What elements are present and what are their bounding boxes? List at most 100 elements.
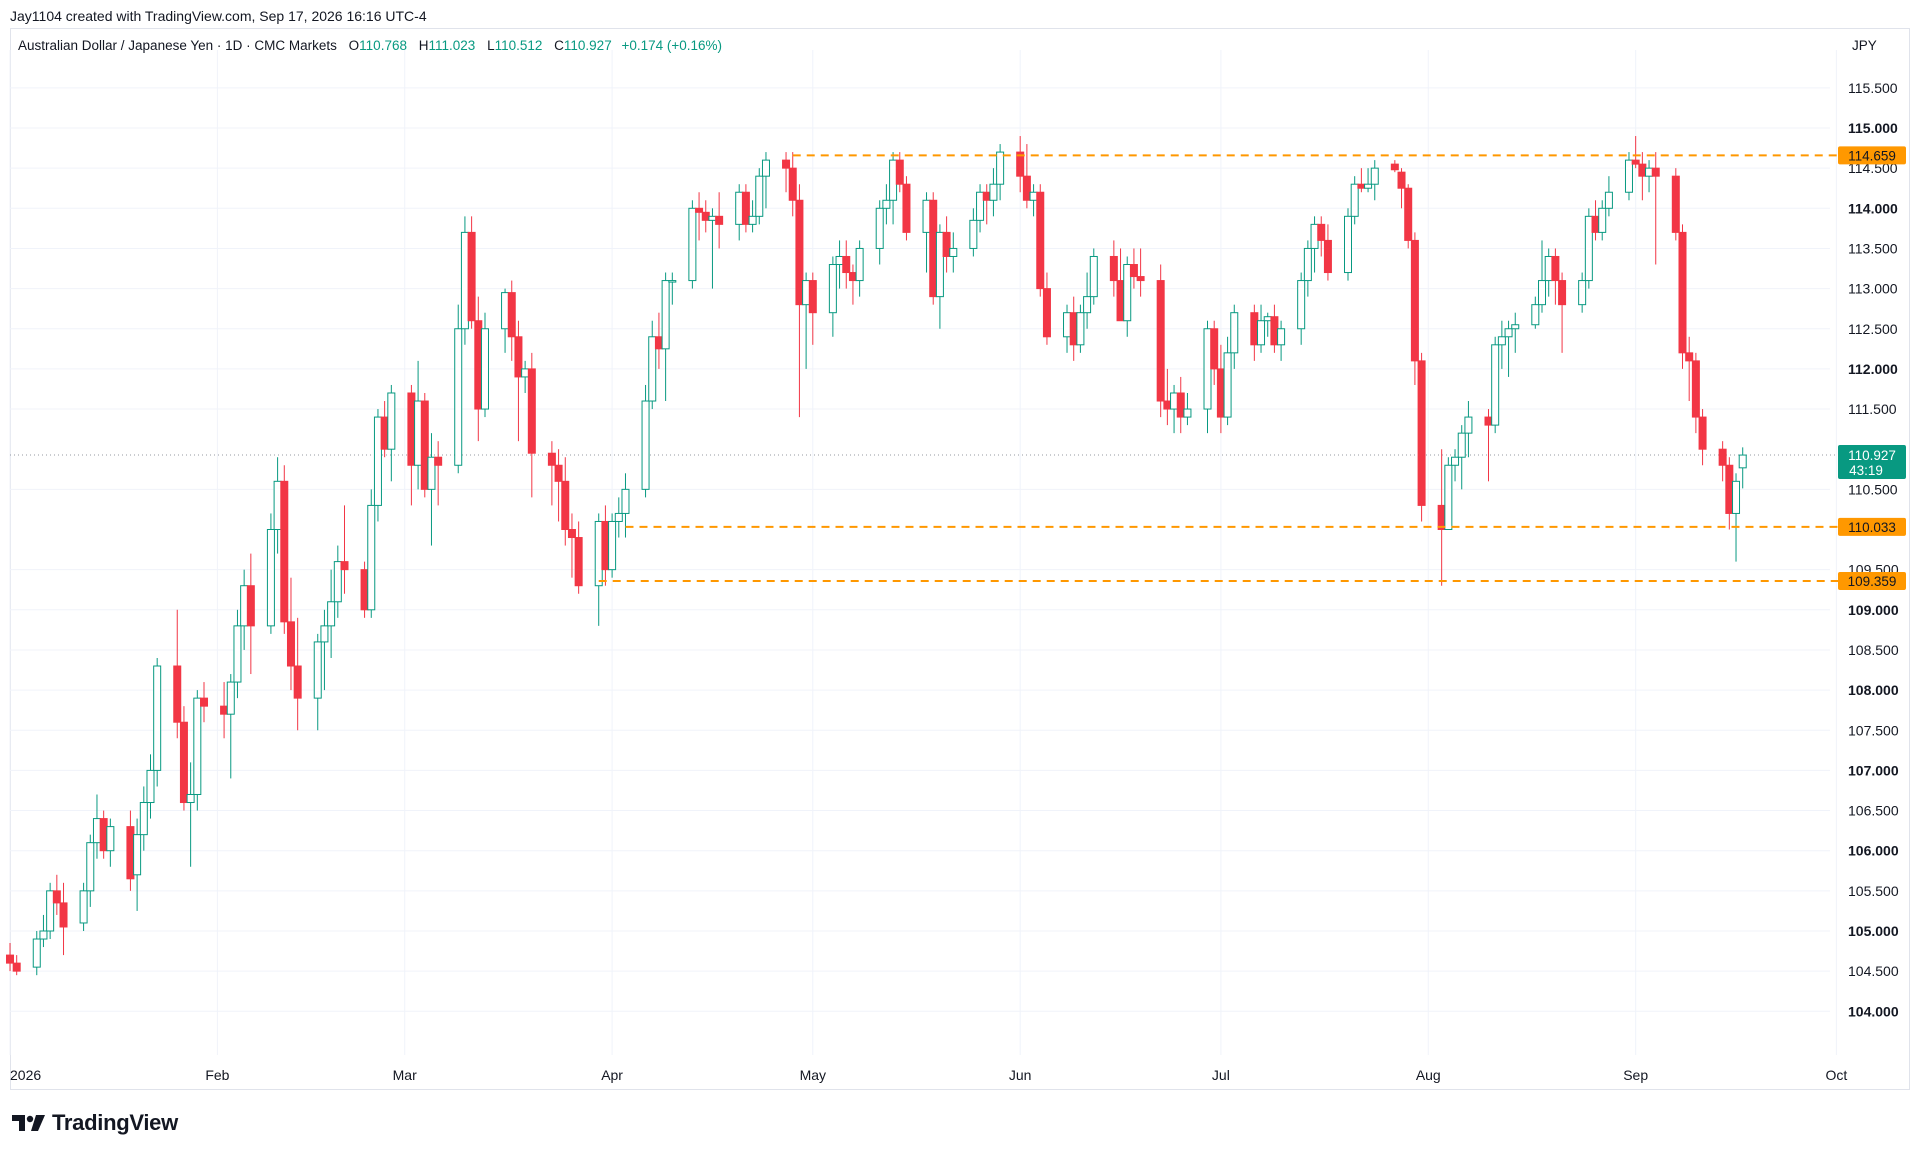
candle-body [808,280,817,314]
candle-body [1631,159,1640,165]
candle-body [1531,304,1540,326]
x-tick-label: Oct [1825,1067,1847,1083]
candlestick-chart[interactable]: 2026 Feb Mar Apr May Jun Jul Aug Sep Oct 115.500 11… [0,0,1920,1100]
candle-body [661,280,670,350]
candle-body [1504,328,1513,338]
chart-caption: Jay1104 created with TradingView.com, Se… [10,8,427,24]
candle-body [654,336,663,350]
x-tick-label: Mar [393,1067,417,1083]
candle-body [1511,324,1520,330]
y-tick-label: 115.500 [1848,80,1898,96]
candle-body [474,320,483,410]
legend-open-label: O [348,38,360,53]
candle-body [735,191,744,225]
candle-body [99,818,108,852]
candles [6,136,1747,976]
candle-body [527,368,536,454]
candle-body [1404,187,1413,241]
candle-body [1718,448,1727,466]
candle-body [547,452,556,466]
y-tick-label: 107.500 [1848,722,1899,738]
brand-name: TradingView [52,1110,178,1135]
candle-body [1297,280,1306,330]
candle-body [1738,454,1747,469]
candle-body [594,520,603,587]
candle-body [340,561,349,571]
candle-body [1484,416,1493,426]
y-tick-label: 110.500 [1848,481,1898,497]
candle-body [1444,464,1453,531]
candle-body [715,215,724,225]
legend-high-value: 111.023 [428,38,476,53]
level-price-tag [1838,517,1906,536]
legend-high-label: H [418,38,429,53]
candle-body [266,529,275,627]
candle-body [501,292,510,330]
candle-body [133,834,142,876]
candle-body [179,721,188,804]
candle-body [802,280,811,306]
candle-body [200,697,209,707]
y-tick-label: 105.500 [1848,883,1899,899]
candle-body [46,890,55,932]
candle-body [1089,255,1098,298]
candle-body [173,665,182,723]
y-tick-label: 106.000 [1848,843,1899,859]
candle-body [1591,215,1600,233]
candle-body [92,818,101,844]
candle-body [1390,163,1399,171]
candle-body [1136,276,1145,282]
candle-body [795,199,804,306]
candle-body [1129,264,1138,278]
candle-body [1604,191,1613,209]
candle-body [949,247,958,257]
candle-body [186,793,195,804]
level-price-tag [1838,146,1906,165]
candle-body [1410,239,1419,362]
candle-body [1544,255,1553,282]
candle-body [875,207,884,249]
candle-body [1691,360,1700,418]
candle-body [39,930,48,940]
candle-body [1250,312,1259,346]
candle-body [86,842,95,892]
candle-body [1109,255,1118,282]
candle-body [521,368,530,378]
x-tick-label: 2026 [10,1067,41,1083]
candle-body [902,183,911,233]
candle-body [32,938,41,968]
candle-body [420,400,429,490]
y-tick-label: 109.000 [1848,602,1899,618]
candle-body [59,902,68,928]
candle-body [842,255,851,274]
candle-body [407,392,416,466]
x-tick-label: Jul [1212,1067,1230,1083]
candle-body [1344,215,1352,274]
currency-label[interactable]: JPY [1852,38,1877,53]
candle-body [1123,264,1132,322]
legend-close-value: 110.927 [563,38,612,53]
candle-body [688,207,697,282]
y-tick-label: 113.000 [1848,281,1898,297]
candle-body [1163,400,1172,410]
candle-body [286,621,295,667]
candle-body [480,328,489,410]
candle-body [1022,175,1031,201]
candle-body [755,175,764,217]
candle-body [380,416,389,450]
tradingview-brand[interactable]: TradingView [12,1110,178,1136]
x-tick-label: Jun [1009,1067,1032,1083]
candle-body [1350,183,1359,217]
y-tick-label: 104.000 [1848,1003,1899,1019]
candle-body [1230,312,1239,354]
candle-body [1678,231,1687,354]
candle-body [246,585,255,627]
candle-body [507,292,516,338]
candle-body [574,537,583,587]
candle-body [648,336,657,402]
candle-body [1270,316,1279,346]
candle-body [1397,171,1406,189]
y-tick-label: 113.500 [1848,240,1898,256]
candle-body [1257,320,1266,346]
candle-body [708,215,717,221]
